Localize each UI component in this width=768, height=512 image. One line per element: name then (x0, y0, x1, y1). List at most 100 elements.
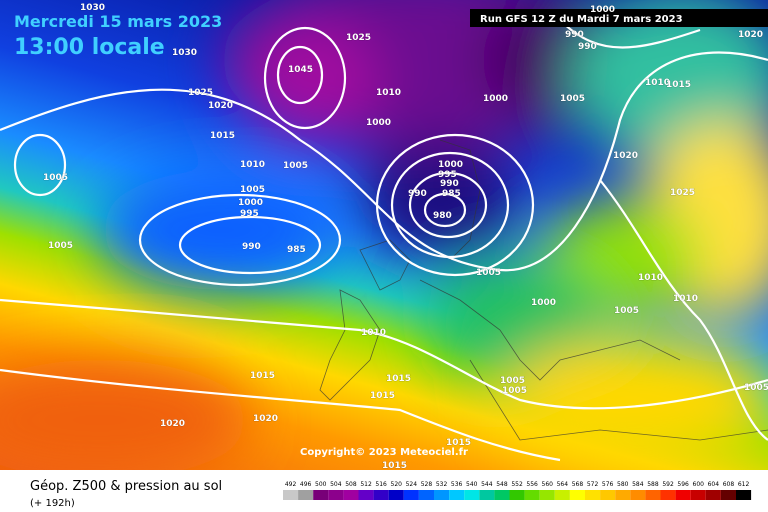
isobar-label: 1030 (80, 3, 105, 13)
legend-label: 592 (662, 481, 674, 488)
isobar-label: 1005 (500, 376, 525, 386)
isobar-label: 1010 (673, 294, 698, 304)
legend-swatch (705, 490, 721, 500)
legend-swatch (736, 490, 752, 500)
legend-swatch (539, 490, 555, 500)
isobar-label: 1025 (188, 88, 213, 98)
legend-label: 552 (511, 481, 523, 488)
legend-swatch (283, 490, 299, 500)
isobar-label: 1015 (382, 461, 407, 471)
isobar-label: 1005 (502, 386, 527, 396)
legend-label: 608 (723, 481, 735, 488)
isobar-label: 1000 (483, 94, 508, 104)
isobar-label: 1015 (666, 80, 691, 90)
isobar-label: 990 (565, 30, 584, 40)
copyright: Copyright© 2023 Meteociel.fr (300, 447, 468, 458)
isobar-labels: 1030103010251045102510201015101010001010… (43, 3, 768, 472)
run-label: Run GFS 12 Z du Mardi 7 mars 2023 (480, 14, 683, 25)
legend-swatch (569, 490, 585, 500)
legend-swatch (645, 490, 661, 500)
date-label: Mercredi 15 mars 2023 (14, 12, 222, 31)
legend-label: 544 (481, 481, 493, 488)
legend-swatch (418, 490, 434, 500)
field (0, 0, 768, 480)
legend-swatch (388, 490, 404, 500)
isobar-label: 1015 (250, 371, 275, 381)
isobar-label: 1025 (670, 188, 695, 198)
isobar-label: 1005 (43, 173, 68, 183)
legend-label: 600 (693, 481, 705, 488)
isobar-label: 1005 (614, 306, 639, 316)
legend-swatch (660, 490, 676, 500)
legend-swatch (690, 490, 706, 500)
legend-swatch (434, 490, 450, 500)
legend-label: 584 (632, 481, 644, 488)
legend-label: 580 (617, 481, 629, 488)
isobar-label: 1020 (160, 419, 185, 429)
legend-label: 512 (360, 481, 372, 488)
legend-label: 568 (572, 481, 584, 488)
legend-swatch (554, 490, 570, 500)
isobar-label: 1025 (346, 33, 371, 43)
legend-swatch (403, 490, 419, 500)
run-box (470, 9, 768, 27)
isobar-label: 1015 (446, 438, 471, 448)
isobar-label: 1015 (210, 131, 235, 141)
isobar-label: 1020 (208, 101, 233, 111)
legend-swatch (449, 490, 465, 500)
legend-label: 604 (708, 481, 720, 488)
legend-label: 564 (557, 481, 569, 488)
legend-label: 572 (587, 481, 599, 488)
legend-swatch (720, 490, 736, 500)
isobar-label: 990 (440, 179, 459, 189)
legend-swatch (509, 490, 525, 500)
product-title: Géop. Z500 & pression au sol (30, 479, 222, 494)
legend-label: 508 (345, 481, 357, 488)
isobar-label: 990 (578, 42, 597, 52)
isobar-label: 1010 (376, 88, 401, 98)
isobar-label: 1010 (645, 78, 670, 88)
isobar-label: 1000 (238, 198, 263, 208)
isobar-label: 1000 (438, 160, 463, 170)
time-label: 13:00 locale (14, 35, 165, 60)
legend-label: 524 (406, 481, 418, 488)
legend-label: 516 (375, 481, 387, 488)
legend-swatch (615, 490, 631, 500)
isobar-label: 1020 (253, 414, 278, 424)
legend-swatch (298, 490, 314, 500)
isobar-label: 990 (242, 242, 261, 252)
legend-swatch (328, 490, 344, 500)
legend-swatch (479, 490, 495, 500)
legend-label: 588 (647, 481, 659, 488)
legend-swatch (600, 490, 616, 500)
legend-label: 540 (466, 481, 478, 488)
legend-swatch (524, 490, 540, 500)
isobar-label: 1005 (476, 268, 501, 278)
legend-label: 528 (421, 481, 433, 488)
isobar-label: 1020 (613, 151, 638, 161)
isobar-label: 1005 (560, 94, 585, 104)
legend-label: 612 (738, 481, 750, 488)
isobar-label: 985 (442, 189, 461, 199)
legend-swatch (630, 490, 646, 500)
legend-label: 576 (602, 481, 614, 488)
isobar-label: 990 (408, 189, 427, 199)
isobar-label: 1030 (172, 48, 197, 58)
isobar-label: 1045 (288, 65, 313, 75)
legend-swatch (494, 490, 510, 500)
isobar-label: 985 (287, 245, 306, 255)
isobar-label: 1005 (48, 241, 73, 251)
isobar-label: 1015 (370, 391, 395, 401)
isobar-label: 995 (438, 170, 457, 180)
isobar-label: 1000 (531, 298, 556, 308)
legend-label: 504 (330, 481, 342, 488)
legend-label: 496 (300, 481, 312, 488)
isobar-label: 1005 (283, 161, 308, 171)
isobar-label: 980 (433, 211, 452, 221)
isobar-label: 1020 (738, 30, 763, 40)
isobar-label: 1000 (590, 5, 615, 15)
legend-label: 596 (677, 481, 689, 488)
legend-swatch (313, 490, 329, 500)
forecast-step: (+ 192h) (30, 498, 75, 509)
